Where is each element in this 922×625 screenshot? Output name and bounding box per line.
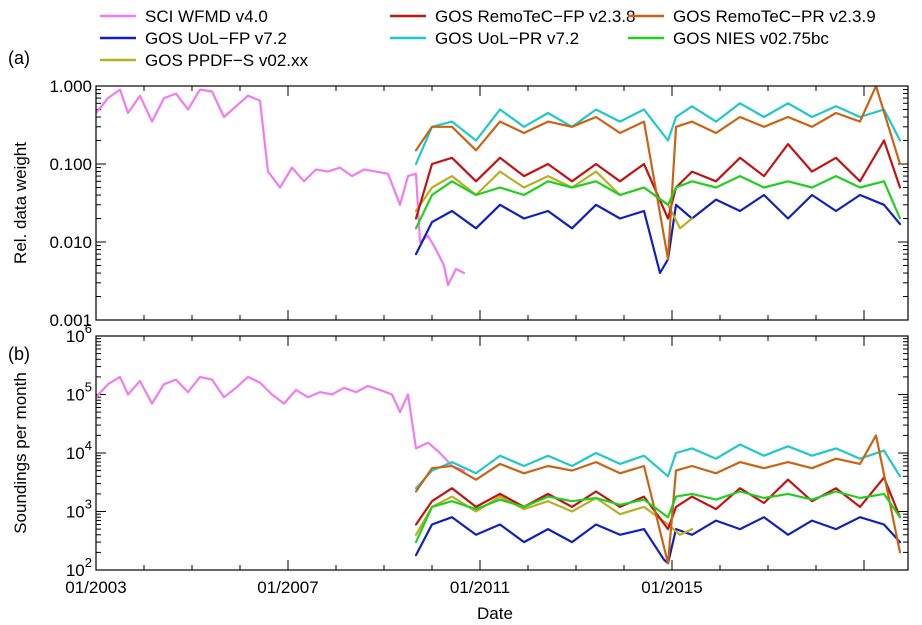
- y-axis-title: Soundings per month: [11, 372, 30, 534]
- series-line-gos-remotec-fp-v2-3-8: [414, 139, 902, 220]
- legend-label: GOS NIES v02.75bc: [673, 29, 829, 48]
- x-tick-label: 01/2003: [65, 578, 126, 597]
- legend-label: GOS RemoTeC−PR v2.3.9: [673, 7, 876, 26]
- legend-item: GOS PPDF−S v02.xx: [100, 51, 308, 70]
- y-minor-ticks: [96, 89, 908, 298]
- legend-label: GOS RemoTeC−FP v2.3.8: [435, 7, 635, 26]
- series-line-gos-uol-fp-v7-2: [414, 516, 902, 565]
- series-line-gos-nies-v02-75bc: [414, 175, 902, 230]
- y-tick-label: 105: [66, 380, 92, 405]
- plot-frame: [95, 335, 909, 571]
- legend-label: SCI WFMD v4.0: [145, 7, 268, 26]
- panel-label: (b): [8, 344, 30, 364]
- series-line-gos-uol-pr-v7-2: [414, 443, 902, 490]
- series-group: [96, 86, 902, 287]
- y-axis-title: Rel. data weight: [11, 142, 30, 264]
- series-line-gos-nies-v02-75bc: [414, 490, 902, 544]
- legend-item: GOS UoL−FP v7.2: [100, 29, 287, 48]
- legend-label: GOS PPDF−S v02.xx: [145, 51, 308, 70]
- y-tick-label: 103: [66, 497, 92, 522]
- y-tick-label: 0.010: [49, 233, 92, 252]
- panel-label: (a): [8, 48, 30, 68]
- legend-label: GOS UoL−PR v7.2: [435, 29, 579, 48]
- legend-label: GOS UoL−FP v7.2: [145, 29, 287, 48]
- series-group: [96, 375, 902, 565]
- x-tick-label: 01/2015: [641, 578, 702, 597]
- legend: SCI WFMD v4.0 GOS RemoTeC−FP v2.3.8 GOS Re…: [100, 7, 876, 70]
- x-axis-title: Date: [477, 604, 513, 623]
- series-line-gos-remotec-pr-v2-3-9: [414, 86, 902, 261]
- panel-a: 0.001 0.010 0.100 1.000 Rel. data weight (a): [8, 48, 909, 330]
- legend-item: GOS NIES v02.75bc: [628, 29, 829, 48]
- y-tick-label: 104: [66, 438, 92, 463]
- legend-item: GOS UoL−PR v7.2: [390, 29, 579, 48]
- legend-item: GOS RemoTeC−PR v2.3.9: [628, 7, 876, 26]
- x-tick-label: 01/2011: [450, 578, 510, 597]
- series-line-sci-wfmd-v4-0: [96, 375, 466, 472]
- y-tick-label: 102: [66, 555, 92, 580]
- series-line-sci-wfmd-v4-0: [96, 88, 466, 287]
- series-line-gos-uol-pr-v7-2: [414, 102, 902, 166]
- legend-item: SCI WFMD v4.0: [100, 7, 268, 26]
- series-line-gos-ppdf-s-v02-xx: [414, 495, 694, 536]
- y-tick-label: 0.100: [49, 155, 92, 174]
- series-line-gos-uol-fp-v7-2: [414, 193, 902, 275]
- y-tick-label: 1.000: [49, 77, 92, 96]
- y-tick-label: 0.001: [49, 311, 92, 330]
- panel-b: 102 103 104 105 106 01/2003 01/2007 01/2011 01/2…: [8, 321, 909, 597]
- y-minor-ticks: [96, 338, 908, 553]
- legend-item: GOS RemoTeC−FP v2.3.8: [390, 7, 635, 26]
- series-line-gos-remotec-pr-v2-3-9: [414, 434, 902, 565]
- x-tick-label: 01/2007: [257, 578, 318, 597]
- y-tick-label: 106: [66, 321, 92, 346]
- plot-frame: [95, 85, 909, 321]
